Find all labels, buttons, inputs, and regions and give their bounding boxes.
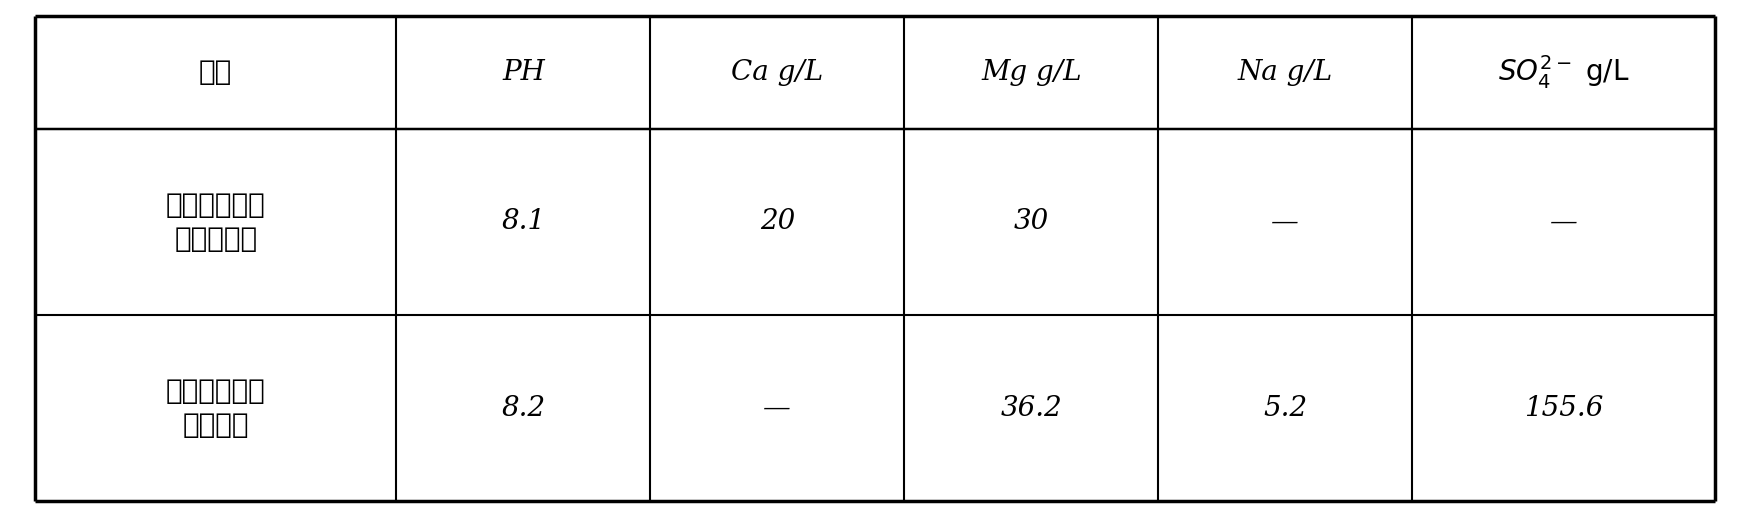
Text: 8.2: 8.2 xyxy=(500,395,546,422)
Text: Na g/L: Na g/L xyxy=(1237,58,1334,85)
Text: 8.1: 8.1 xyxy=(500,208,546,235)
Text: 名称: 名称 xyxy=(200,58,233,86)
Text: Mg g/L: Mg g/L xyxy=(982,58,1082,85)
Text: —: — xyxy=(1550,208,1577,235)
Text: 5.2: 5.2 xyxy=(1264,395,1307,422)
Text: Ca g/L: Ca g/L xyxy=(732,58,824,85)
Text: 化镁的废液: 化镁的废液 xyxy=(175,225,257,253)
Text: 含硫酸钠、硫: 含硫酸钠、硫 xyxy=(166,377,266,405)
Text: —: — xyxy=(763,395,791,422)
Text: 20: 20 xyxy=(760,208,794,235)
Text: PH: PH xyxy=(502,58,544,85)
Text: —: — xyxy=(1270,208,1298,235)
Text: 36.2: 36.2 xyxy=(1001,395,1062,422)
Text: $\mathit{SO}_4^{2-}$ g/L: $\mathit{SO}_4^{2-}$ g/L xyxy=(1498,53,1629,91)
Text: 155.6: 155.6 xyxy=(1524,395,1603,422)
Text: 含氯化钙、氯: 含氯化钙、氯 xyxy=(166,191,266,219)
Text: 酸镁废液: 酸镁废液 xyxy=(182,412,248,439)
Text: 30: 30 xyxy=(1013,208,1048,235)
